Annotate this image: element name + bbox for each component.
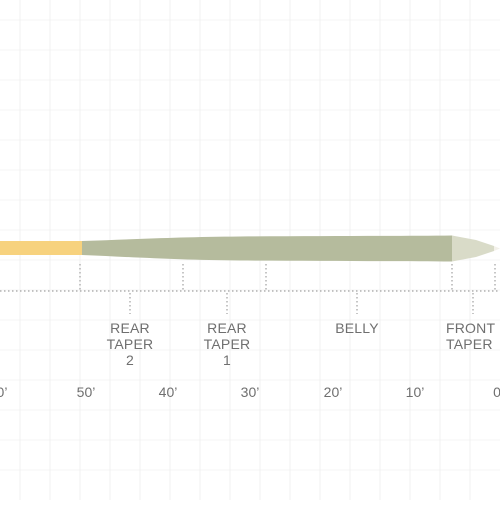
- segment-label-front-taper: FRONT TAPER: [446, 320, 500, 352]
- segment-label-line: TAPER: [106, 336, 154, 352]
- running-line: [0, 241, 82, 255]
- distance-label: 40’: [158, 384, 178, 400]
- segment-label-line: TAPER: [446, 336, 493, 352]
- line-body: [82, 235, 452, 262]
- segment-label-line: BELLY: [335, 320, 379, 336]
- segment-label-line: FRONT: [446, 320, 496, 336]
- distance-label: 20’: [323, 384, 343, 400]
- segment-label-rear-taper-1: REAR TAPER 1: [182, 320, 272, 368]
- segment-label-ticks: [129, 293, 474, 314]
- segment-label-line: REAR: [110, 320, 150, 336]
- line-tip: [494, 246, 500, 251]
- segment-label-line: 1: [223, 352, 231, 368]
- front-taper-section: [452, 235, 494, 262]
- segment-label-line: 2: [126, 352, 134, 368]
- distance-label: 50’: [76, 384, 96, 400]
- segment-label-line: TAPER: [203, 336, 251, 352]
- segment-boundary-ticks: [79, 264, 496, 291]
- segment-label-rear-taper-2: REAR TAPER 2: [85, 320, 175, 368]
- distance-label: 30’: [240, 384, 260, 400]
- distance-label: 0’: [0, 384, 8, 400]
- segment-label-line: REAR: [207, 320, 247, 336]
- distance-label: 10’: [405, 384, 425, 400]
- segment-label-belly: BELLY: [312, 320, 402, 336]
- distance-label: 0: [493, 384, 500, 400]
